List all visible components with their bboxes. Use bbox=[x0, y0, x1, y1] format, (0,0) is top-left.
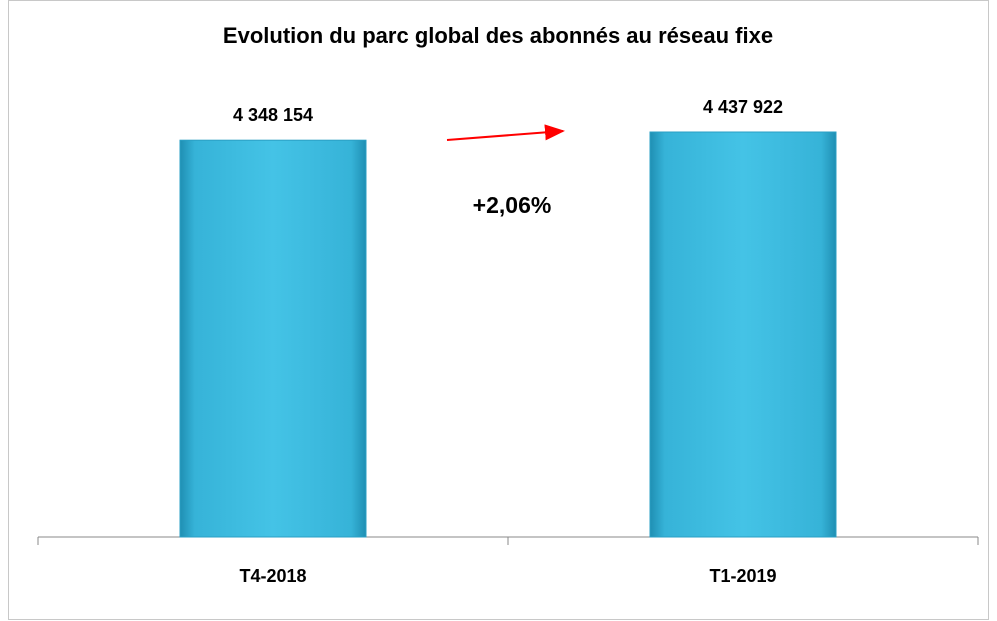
value-label: 4 437 922 bbox=[703, 97, 783, 117]
chart-title: Evolution du parc global des abonnés au … bbox=[223, 23, 773, 48]
bar bbox=[649, 131, 837, 538]
chart-border bbox=[8, 0, 989, 620]
annotation: +2,06% bbox=[473, 192, 552, 218]
trend-arrow bbox=[446, 124, 565, 141]
x-tick-label: T4-2018 bbox=[239, 566, 306, 586]
value-label: 4 348 154 bbox=[233, 105, 313, 125]
x-tick-label: T1-2019 bbox=[709, 566, 776, 586]
bar bbox=[179, 139, 367, 538]
